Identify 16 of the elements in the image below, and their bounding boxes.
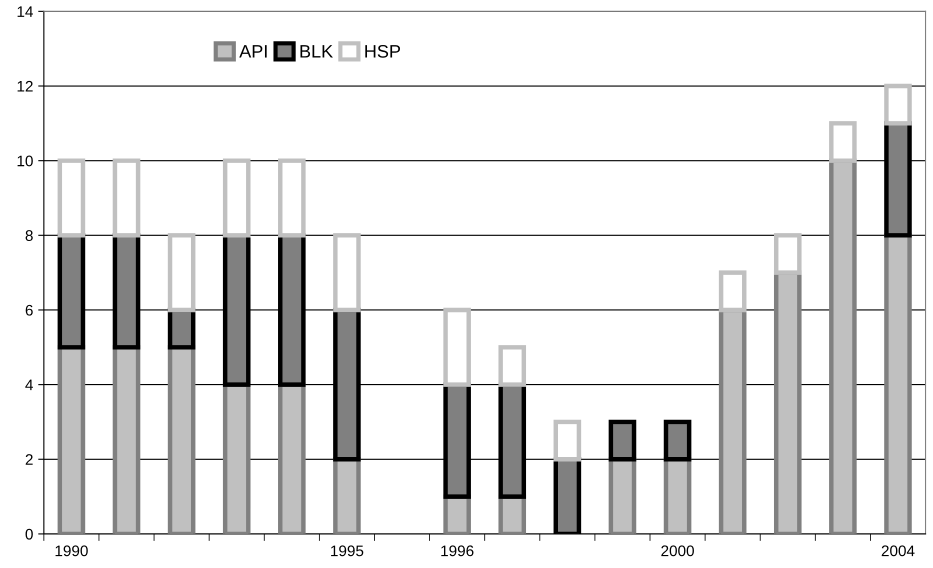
y-tick-label: 14 [18, 6, 33, 17]
legend-label: HSP [365, 44, 400, 58]
x-tick-label: 2000 [661, 545, 694, 556]
legend-label: API [239, 45, 267, 58]
y-tick-label: 2 [26, 454, 33, 465]
x-tick-label: 2004 [882, 545, 915, 556]
y-tick-label: 6 [26, 304, 33, 316]
y-tick-label: 12 [18, 80, 33, 92]
y-tick-label: 8 [26, 230, 33, 241]
x-tick-label: 1996 [441, 545, 474, 556]
y-tick-label: 4 [25, 380, 33, 390]
x-tick-label: 1990 [56, 545, 88, 556]
y-tick-label: 10 [18, 156, 33, 166]
legend-label: BLK [300, 45, 333, 58]
y-tick-label: 0 [26, 528, 33, 540]
x-tick-label: 1995 [331, 545, 364, 556]
